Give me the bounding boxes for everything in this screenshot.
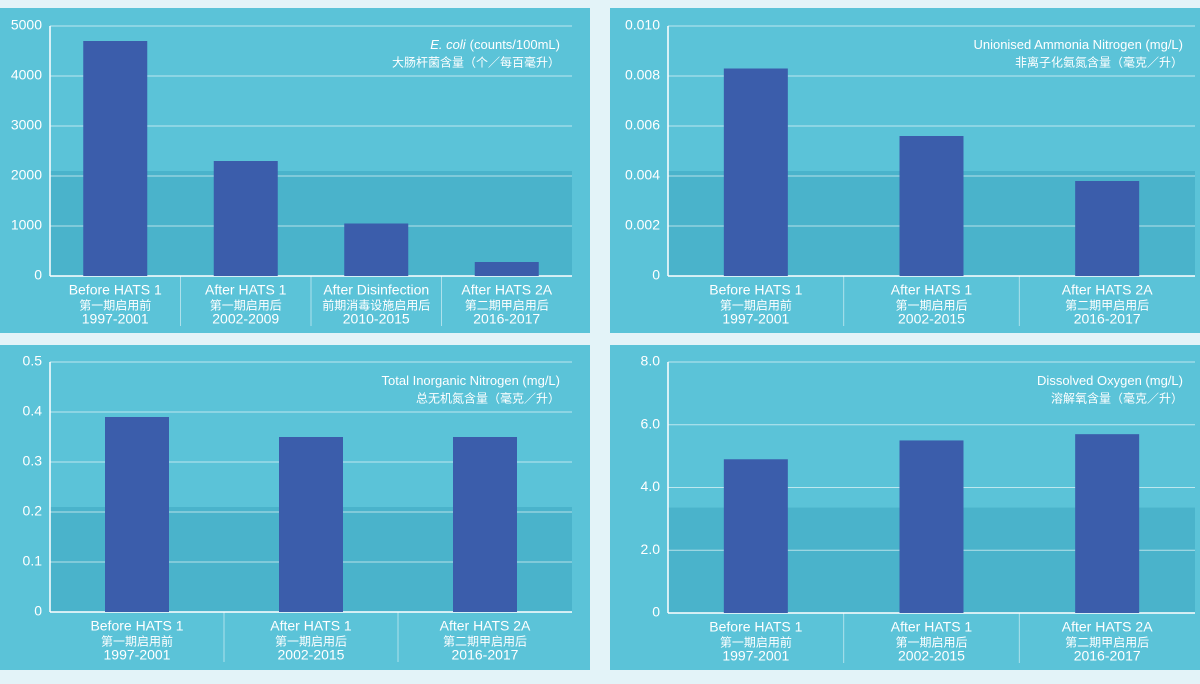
chart-title: Dissolved Oxygen (mg/L) [1037,373,1183,388]
x-tick-label: Before HATS 1 [69,282,162,298]
bar [105,417,169,612]
chart-title: Unionised Ammonia Nitrogen (mg/L) [973,37,1183,52]
y-tick-label: 0.006 [625,117,660,133]
x-tick-label: Before HATS 1 [709,282,802,298]
x-tick-label-zh: 第一期启用后 [210,299,282,313]
chart-title-zh: 非离子化氨氮含量（毫克／升） [1015,55,1183,70]
x-tick-label: After HATS 2A [440,618,531,634]
x-tick-label: After HATS 1 [205,282,287,298]
bar [899,136,964,276]
y-tick-label: 0.5 [23,353,43,369]
y-tick-label: 0.3 [23,453,43,469]
x-tick-label-zh: 第一期启用后 [895,299,967,313]
bar [453,437,517,612]
x-tick-label-zh: 第二期甲启用后 [1065,299,1149,313]
chart-title-zh: 大肠杆菌含量（个／每百毫升） [392,55,560,70]
x-tick-label-zh: 第一期启用后 [275,635,347,649]
bar [474,262,539,276]
x-tick-period: 1997-2001 [104,647,171,663]
y-tick-label: 0.004 [625,167,660,183]
chart-title-zh: 溶解氧含量（毫克／升） [1051,391,1183,406]
y-tick-label: 4000 [11,67,42,83]
y-tick-label: 2.0 [641,541,661,557]
bar [723,68,788,276]
x-tick-period: 1997-2001 [722,311,789,327]
bar [213,161,278,276]
x-tick-label: After HATS 2A [1062,282,1153,298]
y-tick-label: 6.0 [641,415,661,431]
bar [723,459,788,613]
x-tick-label-zh: 第一期启用前 [720,635,792,650]
x-tick-label-zh: 前期消毒设施启用后 [322,298,430,313]
x-tick-period: 2010-2015 [343,311,410,327]
y-tick-label: 5000 [11,17,42,33]
y-tick-label: 0.1 [23,553,43,569]
bar [83,41,148,276]
x-tick-label: After HATS 1 [891,619,973,635]
x-tick-period: 2016-2017 [1074,648,1141,664]
x-tick-period: 2002-2009 [212,311,279,327]
x-tick-label-zh: 第一期启用前 [720,298,792,313]
y-tick-label: 4.0 [641,478,661,494]
chart-title-text: Unionised Ammonia Nitrogen (mg/L) [973,37,1183,52]
x-tick-label-zh: 第二期甲启用后 [465,299,549,313]
y-tick-label: 2000 [11,167,42,183]
x-tick-period: 2002-2015 [278,647,345,663]
y-tick-label: 0 [34,603,42,619]
x-tick-label: Before HATS 1 [709,619,802,635]
chart-title-text: Dissolved Oxygen (mg/L) [1037,373,1183,388]
chart-title-zh: 总无机氮含量（毫克／升） [416,391,560,406]
chart-title: Total Inorganic Nitrogen (mg/L) [382,373,560,388]
chart-title: E. coli (counts/100mL) [430,37,560,52]
x-tick-label-zh: 第二期甲启用后 [443,635,527,649]
x-tick-period: 2016-2017 [452,647,519,663]
x-tick-period: 2016-2017 [1074,311,1141,327]
x-tick-label: After HATS 1 [270,618,352,634]
y-tick-label: 0 [652,267,660,283]
x-tick-period: 1997-2001 [82,311,149,327]
chart-title-text: Total Inorganic Nitrogen (mg/L) [382,373,560,388]
x-tick-label: After Disinfection [323,282,429,298]
x-tick-label-zh: 第二期甲启用后 [1065,636,1149,650]
y-tick-label: 1000 [11,217,42,233]
x-tick-period: 2002-2015 [898,648,965,664]
x-tick-label: After HATS 2A [1062,619,1153,635]
bar [1075,181,1140,276]
y-tick-label: 0.002 [625,217,660,233]
y-tick-label: 8.0 [641,353,661,369]
bar [899,440,964,613]
x-tick-label: After HATS 1 [891,282,973,298]
x-tick-label-zh: 第一期启用前 [79,298,151,313]
y-tick-label: 0.4 [23,403,43,419]
x-tick-period: 2002-2015 [898,311,965,327]
y-tick-label: 3000 [11,117,42,133]
x-tick-label-zh: 第一期启用后 [895,636,967,650]
y-tick-label: 0 [652,604,660,620]
x-tick-period: 1997-2001 [722,648,789,664]
x-tick-period: 2016-2017 [473,311,540,327]
y-tick-label: 0.2 [23,503,43,519]
x-tick-label: After HATS 2A [461,282,552,298]
bar [279,437,343,612]
chart-title-italic: E. coli [430,37,467,52]
bar [1075,434,1140,613]
bar [344,223,409,276]
x-tick-label-zh: 第一期启用前 [101,634,173,649]
y-tick-label: 0.008 [625,67,660,83]
x-tick-label: Before HATS 1 [90,618,183,634]
y-tick-label: 0.010 [625,17,660,33]
chart-title-text: (counts/100mL) [470,37,560,52]
y-tick-label: 0 [34,267,42,283]
